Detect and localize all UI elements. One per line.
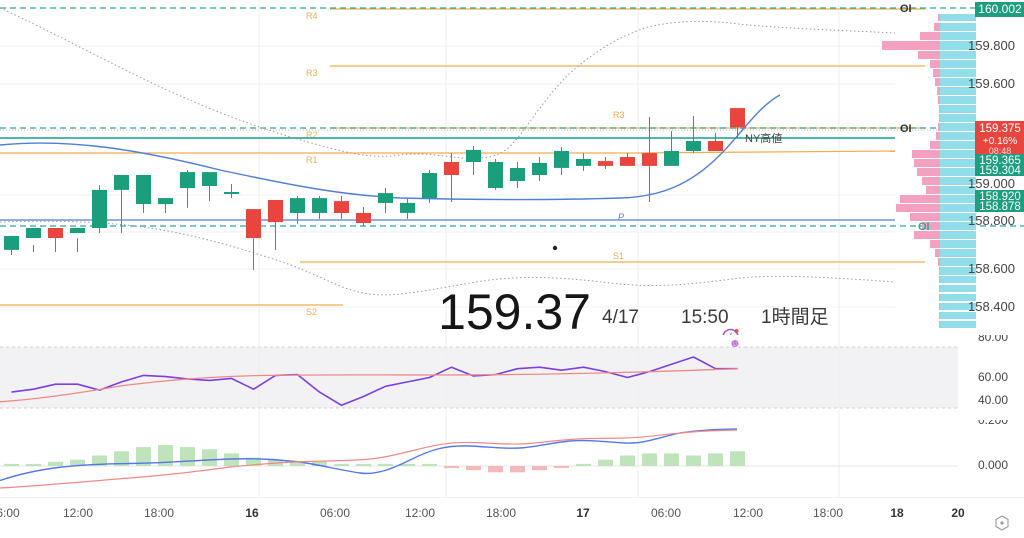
- svg-text:80.00: 80.00: [978, 335, 1008, 344]
- svg-text:6:00: 6:00: [0, 506, 20, 520]
- svg-text:60.00: 60.00: [978, 370, 1008, 384]
- svg-text:12:00: 12:00: [405, 506, 435, 520]
- svg-text:16: 16: [245, 506, 259, 520]
- svg-text:18:00: 18:00: [486, 506, 516, 520]
- svg-text:R3: R3: [306, 68, 318, 78]
- svg-text:158.600: 158.600: [968, 261, 1015, 276]
- svg-text:159.800: 159.800: [968, 38, 1015, 53]
- svg-text:0.200: 0.200: [978, 420, 1008, 427]
- svg-text:4/17: 4/17: [602, 307, 639, 328]
- svg-text:☻: ☻: [729, 336, 742, 350]
- svg-text:20: 20: [951, 506, 965, 520]
- svg-text:158.800: 158.800: [968, 213, 1015, 228]
- svg-text:P: P: [618, 212, 624, 222]
- svg-text:S1: S1: [613, 251, 624, 261]
- svg-text:12:00: 12:00: [733, 506, 763, 520]
- svg-text:40.00: 40.00: [978, 393, 1008, 407]
- svg-text:159.304: 159.304: [979, 165, 1021, 177]
- svg-text:R4: R4: [306, 11, 318, 21]
- svg-text:OI: OI: [900, 3, 912, 15]
- svg-text:18: 18: [890, 506, 904, 520]
- svg-text:17: 17: [576, 506, 590, 520]
- svg-text:0.000: 0.000: [978, 458, 1008, 472]
- svg-text:159.375: 159.375: [979, 123, 1021, 135]
- svg-text:18:00: 18:00: [813, 506, 843, 520]
- svg-text:R1: R1: [306, 155, 318, 165]
- svg-text:158.400: 158.400: [968, 299, 1015, 314]
- svg-text:15:50: 15:50: [681, 307, 729, 328]
- svg-text:1時間足: 1時間足: [761, 306, 829, 328]
- svg-text:06:00: 06:00: [651, 506, 681, 520]
- svg-text:R3: R3: [613, 110, 625, 120]
- svg-text:OI: OI: [900, 123, 912, 135]
- svg-text:159.000: 159.000: [968, 176, 1015, 191]
- svg-text:18:00: 18:00: [144, 506, 174, 520]
- svg-text:158.878: 158.878: [979, 201, 1021, 213]
- svg-text:12:00: 12:00: [63, 506, 93, 520]
- svg-text:06:00: 06:00: [320, 506, 350, 520]
- svg-text:OI: OI: [918, 221, 930, 233]
- svg-text:NY高値: NY高値: [745, 131, 782, 145]
- svg-text:160.002: 160.002: [978, 2, 1022, 16]
- svg-text:159.37: 159.37: [438, 284, 591, 335]
- svg-text:S2: S2: [306, 307, 317, 317]
- svg-text:159.600: 159.600: [968, 76, 1015, 91]
